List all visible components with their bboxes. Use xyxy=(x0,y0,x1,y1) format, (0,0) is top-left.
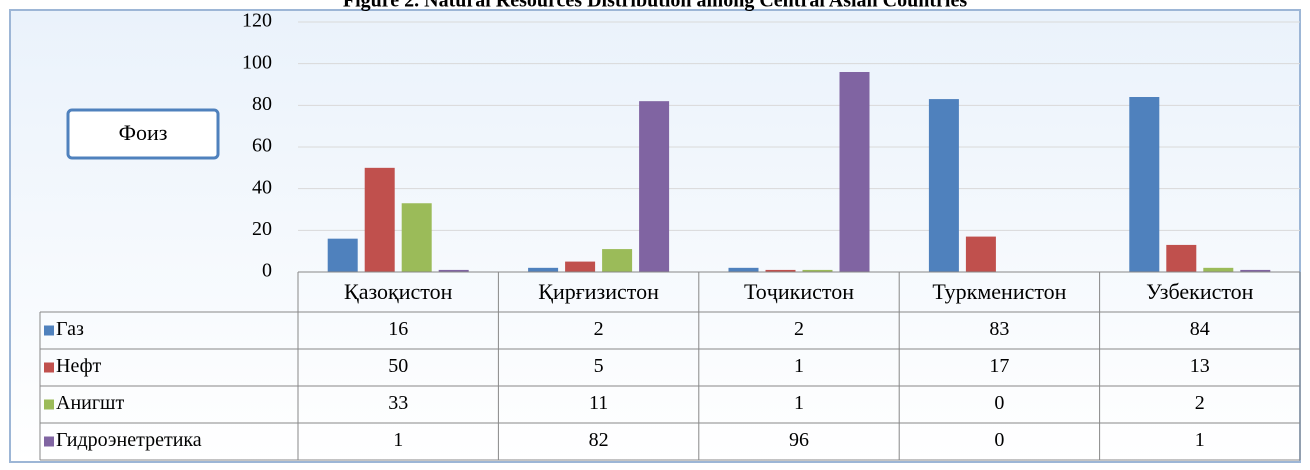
table-cell: 83 xyxy=(989,318,1009,340)
y-tick-label: 40 xyxy=(252,176,272,198)
legend-label: Гидроэнетретика xyxy=(56,429,202,451)
bar xyxy=(364,167,395,272)
bar xyxy=(327,238,358,272)
bar xyxy=(565,261,596,272)
y-tick-label: 120 xyxy=(242,10,272,32)
bar xyxy=(438,269,469,272)
legend-label: Газ xyxy=(56,318,84,340)
legend-label: Нефт xyxy=(56,355,102,377)
bar xyxy=(1166,244,1197,272)
legend-key xyxy=(44,362,54,373)
chart-title: Figure 2. Natural Resources Distribution… xyxy=(343,0,967,12)
table-cell: 5 xyxy=(594,355,604,377)
table-cell: 82 xyxy=(589,429,609,451)
bar xyxy=(528,267,559,272)
x-tick-label: Узбекистон xyxy=(1146,279,1254,304)
table-cell: 0 xyxy=(994,392,1004,414)
table-cell: 84 xyxy=(1190,318,1210,340)
table-cell: 1 xyxy=(794,392,804,414)
table-cell: 1 xyxy=(1195,429,1205,451)
x-tick-label: Қазоқистон xyxy=(344,279,453,304)
table-cell: 2 xyxy=(594,318,604,340)
bar xyxy=(602,249,633,272)
table-cell: 16 xyxy=(388,318,408,340)
table-cell: 13 xyxy=(1190,355,1210,377)
table-cell: 17 xyxy=(989,355,1009,377)
table-cell: 1 xyxy=(794,355,804,377)
table-cell: 96 xyxy=(789,429,809,451)
x-tick-label: Туркменистон xyxy=(932,279,1066,304)
table-cell: 0 xyxy=(994,429,1004,451)
table-cell: 33 xyxy=(388,392,408,414)
bar xyxy=(401,203,432,272)
table-cell: 1 xyxy=(393,429,403,451)
bar xyxy=(728,267,759,272)
y-tick-label: 100 xyxy=(242,51,272,73)
bar xyxy=(1240,269,1271,272)
legend-key xyxy=(44,399,54,410)
y-tick-label: 80 xyxy=(252,93,272,115)
legend-key xyxy=(44,325,54,336)
table-cell: 50 xyxy=(388,355,408,377)
bar xyxy=(765,269,796,272)
bar xyxy=(928,99,959,272)
y-tick-label: 60 xyxy=(252,135,272,157)
legend-key xyxy=(44,436,54,447)
bar xyxy=(639,101,670,273)
x-tick-label: Қирғизистон xyxy=(538,279,659,304)
y-tick-label: 20 xyxy=(252,218,272,240)
bar xyxy=(1129,97,1160,272)
table-cell: 11 xyxy=(589,392,608,414)
bar xyxy=(802,269,833,272)
table-cell: 2 xyxy=(794,318,804,340)
legend-label: Анигшт xyxy=(56,392,124,414)
y-label-box xyxy=(66,108,220,160)
y-tick-label: 0 xyxy=(262,260,272,282)
bar xyxy=(965,236,996,272)
x-tick-label: Тоҷикистон xyxy=(744,279,854,304)
bar xyxy=(1203,267,1234,272)
table-cell: 2 xyxy=(1195,392,1205,414)
bar xyxy=(839,72,870,272)
y-axis-label: Фоиз xyxy=(119,120,168,145)
